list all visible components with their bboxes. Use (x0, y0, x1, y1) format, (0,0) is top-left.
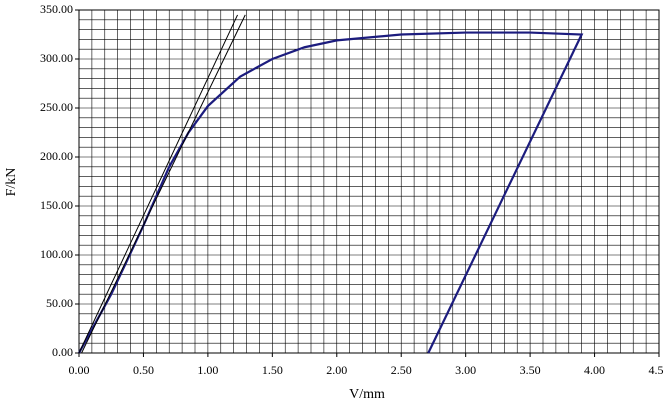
y-tick-label: 250.00 (40, 100, 73, 114)
plot-frame (79, 10, 659, 353)
x-tick-label: 3.00 (455, 363, 476, 377)
y-tick-label: 0.00 (52, 345, 73, 359)
y-tick-label: 50.00 (46, 296, 73, 310)
y-axis-label: F/kN (4, 168, 19, 197)
y-tick-label: 200.00 (40, 149, 73, 163)
y-tick-label: 150.00 (40, 198, 73, 212)
x-tick-label: 4.00 (584, 363, 605, 377)
x-tick-label: 3.50 (520, 363, 541, 377)
y-tick-label: 300.00 (40, 51, 73, 65)
x-tick-label: 2.00 (326, 363, 347, 377)
x-tick-label: 2.50 (391, 363, 412, 377)
series-line (79, 15, 238, 353)
x-tick-label: 4.50 (649, 363, 663, 377)
x-tick-label: 0.00 (69, 363, 90, 377)
x-tick-label: 0.50 (133, 363, 154, 377)
y-tick-label: 350.00 (40, 2, 73, 16)
y-tick-label: 100.00 (40, 247, 73, 261)
x-tick-label: 1.00 (197, 363, 218, 377)
x-axis-label: V/mm (349, 387, 385, 402)
x-tick-label: 1.50 (262, 363, 283, 377)
